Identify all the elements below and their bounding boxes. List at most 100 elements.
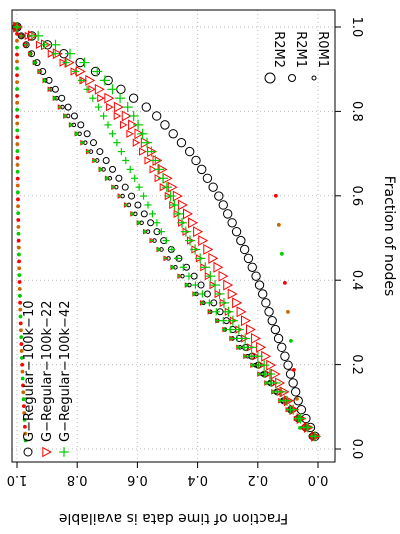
series-0-point-38 [128,93,139,103]
series-3-point-20 [208,252,219,264]
series-9-point-53 [15,73,19,78]
series-8-point-39 [47,87,52,92]
series-6-point-43 [64,48,76,59]
series-1-point-34 [83,130,91,138]
series-0-point-11 [273,333,284,344]
series-6-point-35 [133,119,144,130]
series-9-low-point-7 [276,222,281,227]
series-7-point-13 [219,317,227,325]
series-0-point-4 [293,396,303,406]
series-6-point-12 [233,324,244,335]
x-tick-label-2: 0.4 [349,270,364,291]
series-0-point-34 [168,129,178,139]
series-9-point-15 [19,335,24,340]
series-4-point-27 [164,191,173,201]
series-1-point-36 [70,112,78,120]
x-axis-title: Fraction of nodes [381,176,397,297]
series-8-point-7 [257,371,262,377]
series-7-point-28 [135,183,143,191]
series-9-point-18 [18,314,23,319]
x-tick-label-0: 0.0 [349,439,364,460]
series-6-point-20 [195,253,206,264]
series-0-point-19 [247,262,257,272]
series-0-point-15 [261,298,271,308]
series-7-point-9 [247,352,255,360]
series-6-point-26 [169,199,180,211]
series-8-point-19 [170,265,175,270]
series-1-point-44 [22,41,30,49]
series-9-point-32 [16,218,21,222]
series-0-point-16 [258,289,268,299]
series-4-point-37 [106,102,114,112]
series-9-point-28 [16,245,21,250]
series-6-point-17 [210,280,221,291]
series-9-point-38 [15,176,20,181]
series-9-point-11 [20,362,25,367]
legend-method-label-0: R2M2 [271,31,286,68]
series-9-point-49 [15,100,20,105]
series-4-point-45 [24,31,33,41]
series-9-low-point-1 [295,396,299,401]
series-7-point-25 [148,210,157,218]
series-6-point-21 [190,244,201,255]
series-8-point-8 [250,362,255,368]
series-9-point-17 [18,321,23,326]
series-9-point-41 [15,156,20,160]
legend-method-label-1: R2M1 [293,31,308,68]
series-7-point-45 [28,32,36,40]
series-8-point-13 [215,318,220,323]
series-0 [12,22,320,442]
series-0-point-12 [270,324,281,335]
series-9-point-37 [15,183,20,188]
series-8-point-4 [277,398,283,403]
legend-method-marker-2 [311,75,317,81]
series-6-point-41 [92,66,103,77]
series-6-point-10 [246,342,257,353]
series-6-point-36 [128,110,139,122]
series-7-point-43 [51,50,59,58]
series-0-point-13 [267,315,277,326]
series-3-point-18 [218,270,229,282]
series-9-point-52 [15,80,19,85]
series-7-point-33 [113,139,121,147]
series-7-point-18 [185,272,193,280]
series-1-point-32 [96,148,104,156]
series-3-point-10 [256,341,267,353]
series-9-point-45 [15,128,20,133]
series-7-point-31 [122,156,130,165]
series-7-point-26 [144,201,152,209]
series-4-point-30 [149,165,158,174]
x-tick-label-3: 0.6 [349,185,364,206]
series-3-point-21 [203,244,214,255]
series-9-point-23 [17,280,22,284]
series-9-point-9 [20,376,25,381]
series-4-point-43 [47,49,56,58]
series-0-point-28 [208,182,218,192]
series-7-point-37 [94,103,103,111]
series-9-low-point-0 [298,426,302,430]
y-axis-title: Fraction of time data is available [59,510,288,526]
series-1-point-31 [102,156,110,164]
series-3-point-35 [128,119,139,131]
series-9-point-33 [16,211,21,216]
series-8-point-35 [68,122,73,128]
series-7-point-35 [104,121,112,129]
series-8-point-2 [293,416,298,421]
legend-dataset-label-0: G−Regular−100k−10 [22,301,37,443]
series-3-point-38 [104,92,115,104]
series-3-point-22 [198,235,209,247]
series-3-point-23 [193,226,204,238]
series-4-point-31 [144,156,152,165]
series-3-point-19 [213,261,224,273]
series-9-point-5 [22,404,26,408]
series-7-point-15 [205,299,213,307]
legend-dataset-label-2: G−Regular−100k−42 [58,301,73,443]
series-8-point-30 [98,167,103,172]
series-0-point-23 [231,226,242,237]
series-9-point-26 [17,259,21,264]
series-9-point-59 [15,31,19,36]
series-8-point-17 [184,282,189,288]
series-9-point-34 [16,204,20,209]
series-6-point-15 [218,297,230,308]
legend-method-marker-1 [288,74,296,82]
